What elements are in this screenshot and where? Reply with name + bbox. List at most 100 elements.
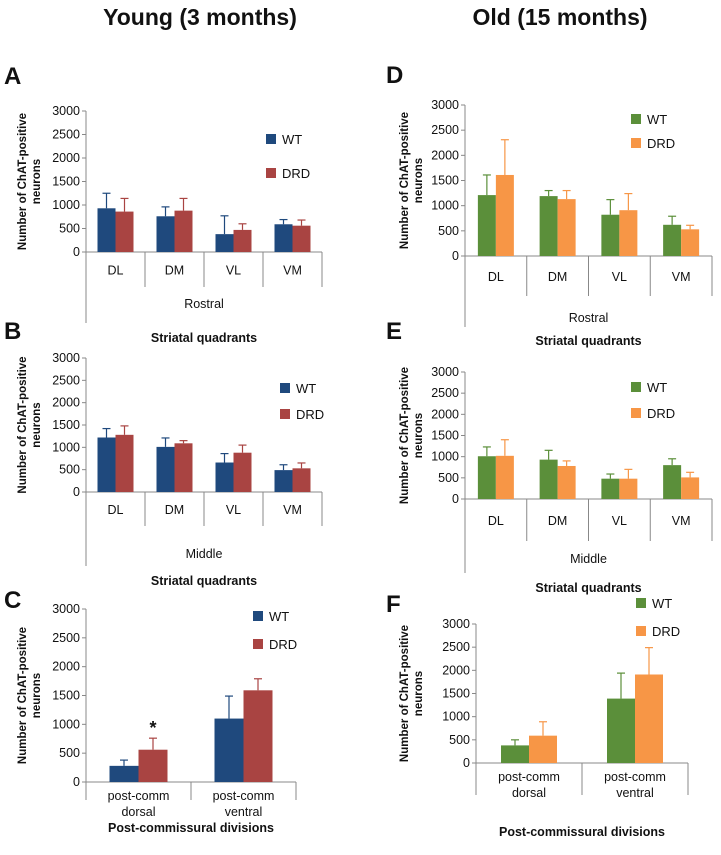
panel-b-y-tick-label: 500 (59, 463, 80, 477)
panel-e-bar-wt (601, 478, 620, 499)
panel-d-y-tick-label: 500 (438, 224, 459, 238)
panel-d-y-tick-label: 0 (452, 249, 459, 263)
panel-b-bar-wt (156, 446, 175, 492)
panel-f-category-label: post-comm (604, 770, 666, 784)
panel-a-category-label: VM (283, 264, 302, 278)
panel-c-y-tick-label: 1000 (52, 717, 80, 731)
old-column-title: Old (15 months) (472, 4, 647, 30)
panel-e-category-label: DM (548, 514, 567, 528)
panel-f-legend-label-drd: DRD (652, 624, 680, 639)
panel-c-y-tick-label: 2500 (52, 631, 80, 645)
panel-d-y-tick-label: 1500 (431, 174, 459, 188)
panel-f-y-axis-label: Number of ChAT-positive (399, 625, 411, 762)
panel-e-y-tick-label: 0 (452, 492, 459, 506)
panel-a-legend-label-drd: DRD (282, 166, 310, 181)
panel-b-bar-drd (115, 434, 134, 492)
panel-e-bar-drd (557, 465, 576, 499)
panel-f-letter: F (386, 591, 401, 618)
panel-c-legend-label-wt: WT (269, 609, 289, 624)
panel-b-x-axis-title: Striatal quadrants (151, 574, 257, 588)
panel-d-y-tick-label: 2500 (431, 123, 459, 137)
panel-a-y-tick-label: 1500 (52, 175, 80, 189)
panel-a-legend-swatch-drd (266, 168, 276, 178)
panel-e-y-axis-label-line2: neurons (413, 413, 425, 458)
panel-f-y-tick-label: 500 (449, 733, 470, 747)
panel-d-legend-swatch-wt (631, 114, 641, 124)
panel-c-y-tick-label: 1500 (52, 689, 80, 703)
panel-d-category-label: DM (548, 270, 567, 284)
panel-a-bar-wt (215, 234, 234, 252)
panel-a-group-label: Rostral (184, 297, 224, 311)
panel-a-y-tick-label: 3000 (52, 104, 80, 118)
panel-f-bar-drd (529, 735, 557, 763)
panel-b-y-axis-label-line2: neurons (31, 402, 43, 447)
panel-b-y-axis-label: Number of ChAT-positive (17, 356, 29, 493)
panel-e-letter: E (386, 318, 402, 345)
panel-e-y-tick-label: 3000 (431, 365, 459, 379)
panel-e-y-axis-label: Number of ChAT-positive (399, 367, 411, 504)
panel-e-legend-swatch-drd (631, 408, 641, 418)
panel-e-category-label: VL (612, 514, 627, 528)
panel-f-y-tick-label: 2500 (442, 640, 470, 654)
panel-e-legend-swatch-wt (631, 382, 641, 392)
panel-e-category-label: DL (488, 514, 504, 528)
panel-a-category-label: DL (108, 264, 124, 278)
panel-b-letter: B (4, 318, 21, 345)
panel-e-x-axis-title: Striatal quadrants (535, 581, 641, 595)
panel-c-category-label: post-comm (213, 789, 275, 803)
panel-e-y-tick-label: 500 (438, 471, 459, 485)
panel-d-y-axis-label-line2: neurons (413, 158, 425, 203)
panel-b-bar-drd (174, 443, 193, 492)
panel-c-y-axis-label-line2: neurons (31, 673, 43, 718)
panel-f-y-axis-label-line2: neurons (413, 671, 425, 716)
panel-b-bar-wt (215, 462, 234, 492)
panel-f-y-tick-label: 1000 (442, 710, 470, 724)
panel-c-x-axis-title: Post-commissural divisions (108, 821, 274, 835)
panel-a-letter: A (4, 63, 21, 90)
panel-d-y-tick-label: 1000 (431, 199, 459, 213)
panel-d-legend-label-wt: WT (647, 112, 667, 127)
panel-a-y-tick-label: 2500 (52, 128, 80, 142)
panel-f-y-tick-label: 2000 (442, 663, 470, 677)
panel-f-legend-swatch-wt (636, 598, 646, 608)
panel-f-y-tick-label: 3000 (442, 617, 470, 631)
panel-b-legend-label-wt: WT (296, 381, 316, 396)
panel-c-y-tick-label: 3000 (52, 602, 80, 616)
panel-b-y-tick-label: 1500 (52, 418, 80, 432)
panel-e-y-tick-label: 2500 (431, 386, 459, 400)
panel-d-bar-wt (539, 196, 558, 256)
panel-e-bar-drd (495, 455, 514, 499)
panel-a-bar-wt (156, 216, 175, 252)
panel-a-category-label: VL (226, 264, 241, 278)
panel-a-x-axis-title: Striatal quadrants (151, 331, 257, 345)
young-column-title: Young (3 months) (103, 4, 297, 30)
panel-b-bar-drd (233, 452, 252, 492)
panel-b-y-tick-label: 1000 (52, 440, 80, 454)
panel-a-y-tick-label: 1000 (52, 198, 80, 212)
panel-b-y-tick-label: 0 (73, 485, 80, 499)
panel-b-y-tick-label: 3000 (52, 351, 80, 365)
panel-e-bar-wt (477, 456, 496, 499)
panel-c-bar-wt (109, 765, 139, 782)
panel-d-category-label: VM (672, 270, 691, 284)
panel-e-bar-drd (619, 478, 638, 499)
panel-a-legend-swatch-wt (266, 134, 276, 144)
panel-f-category-label: post-comm (498, 770, 560, 784)
panel-a-y-axis-label-line2: neurons (31, 159, 43, 204)
panel-e-bar-wt (539, 459, 558, 499)
panel-c-y-tick-label: 500 (59, 746, 80, 760)
panel-c-significance-star: * (149, 718, 156, 738)
panel-e-y-tick-label: 1000 (431, 450, 459, 464)
panel-c-bar-wt (214, 718, 244, 782)
panel-c-bar-drd (243, 690, 273, 782)
panel-f-y-tick-label: 1500 (442, 687, 470, 701)
panel-e-group-label: Middle (570, 552, 607, 566)
panel-c-legend-swatch-drd (253, 639, 263, 649)
panel-f-bar-wt (501, 745, 529, 763)
panel-b-category-label: DL (108, 503, 124, 517)
panel-c-legend-swatch-wt (253, 611, 263, 621)
panel-d-bar-drd (557, 199, 576, 256)
panel-c-category-label-line2: ventral (225, 805, 263, 819)
